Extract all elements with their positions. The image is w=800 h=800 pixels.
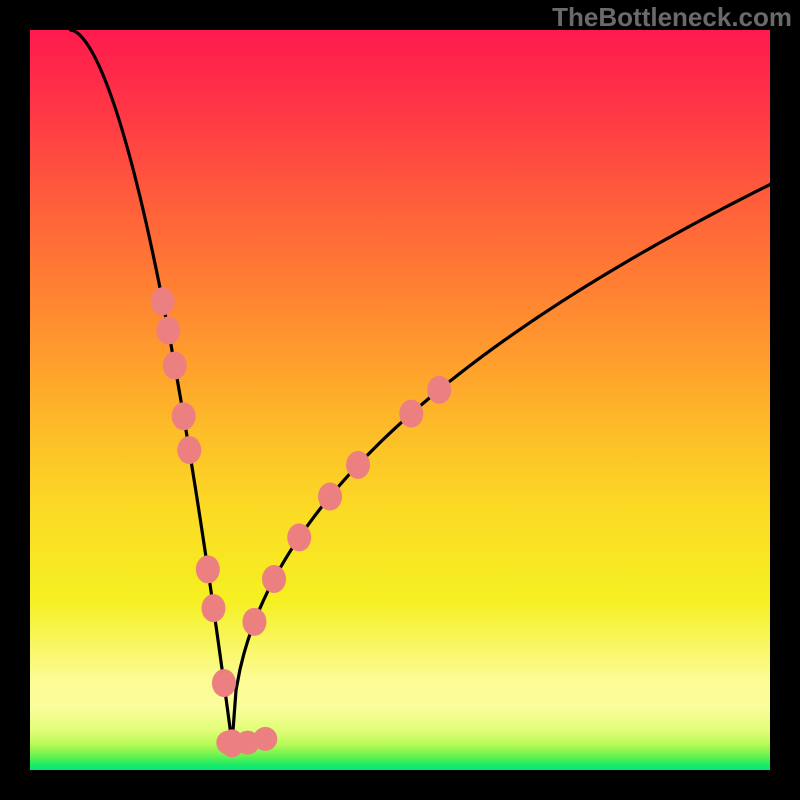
data-marker (196, 555, 220, 583)
chart-root: TheBottleneck.com (0, 0, 800, 800)
data-marker (201, 594, 225, 622)
data-marker (212, 669, 236, 697)
data-marker (262, 565, 286, 593)
data-marker (399, 400, 423, 428)
data-marker (172, 402, 196, 430)
data-marker (346, 451, 370, 479)
data-marker (242, 608, 266, 636)
data-marker (253, 727, 277, 751)
data-marker (177, 436, 201, 464)
data-marker (287, 523, 311, 551)
data-marker (163, 352, 187, 380)
data-marker (156, 317, 180, 345)
data-marker (427, 376, 451, 404)
plot-background (30, 30, 770, 770)
watermark-text: TheBottleneck.com (552, 2, 792, 33)
bottleneck-curve-chart (0, 0, 800, 800)
data-marker (318, 483, 342, 511)
data-marker (151, 287, 175, 315)
